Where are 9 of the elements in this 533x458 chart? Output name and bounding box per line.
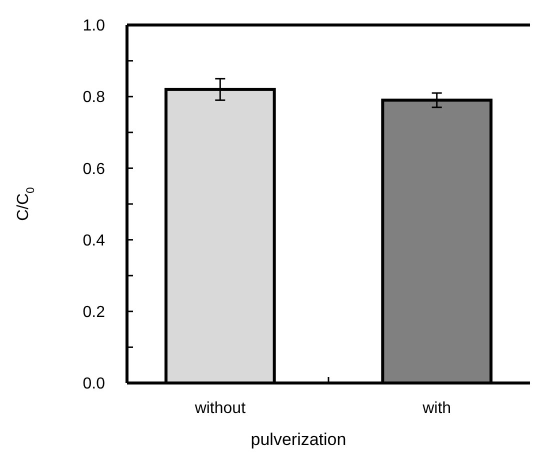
y-tick-label: 0.8 [82, 89, 106, 106]
x-tick-label: with [422, 400, 452, 417]
y-tick-label: 0.4 [82, 232, 106, 250]
y-tick-label: 0.2 [82, 304, 106, 321]
x-tick-label: without [194, 400, 246, 417]
x-axis-title: pulverization [250, 430, 346, 449]
y-tick-label: 0.6 [82, 160, 106, 178]
y-tick-label: 0.0 [82, 376, 106, 393]
y-tick-label: 1.0 [82, 18, 106, 35]
